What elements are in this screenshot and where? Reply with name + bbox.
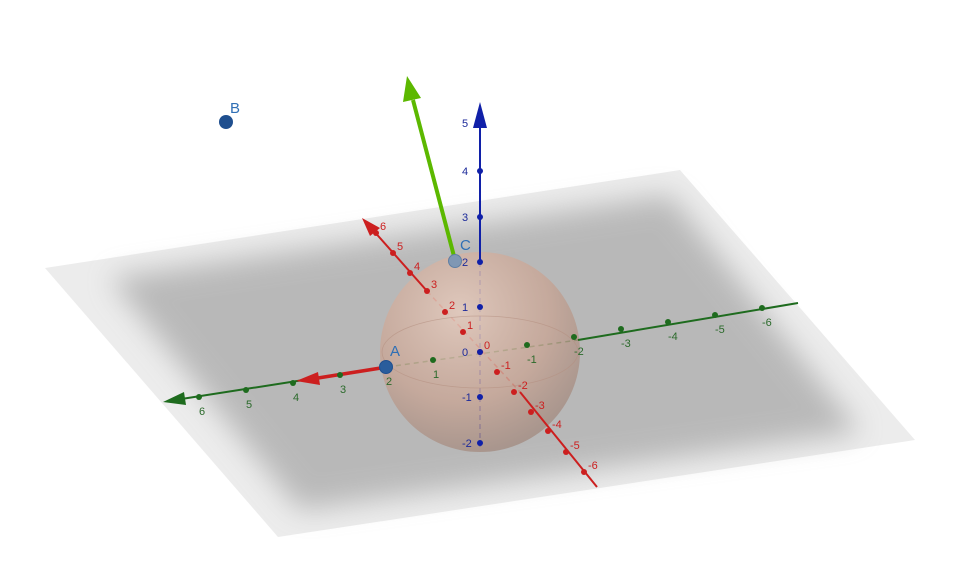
x-axis-tick-label: -5	[570, 440, 580, 452]
x-axis-tick-mark	[460, 329, 466, 335]
x-axis-tick-mark	[407, 270, 413, 276]
y-axis-tick-label: 6	[199, 406, 205, 418]
x-axis-tick-mark	[581, 469, 587, 475]
y-axis-tick-mark	[290, 380, 296, 386]
x-axis-tick-label: -2	[518, 380, 528, 392]
point-a[interactable]: A	[379, 343, 401, 374]
y-axis-tick-mark	[571, 334, 577, 340]
x-axis-tick-mark	[373, 230, 379, 236]
y-axis-tick-label: -2	[574, 346, 584, 358]
y-axis-tick-mark	[618, 326, 624, 332]
y-axis-tick-mark	[665, 319, 671, 325]
z-axis-tick-label: 1	[462, 302, 468, 314]
y-axis-tick-label: 2	[386, 376, 392, 388]
z-axis-tick-label: 0	[462, 347, 468, 359]
y-axis-tick-label: -1	[527, 354, 537, 366]
y-axis-tick-mark	[337, 372, 343, 378]
x-axis-tick-label: 3	[431, 279, 437, 291]
x-axis-tick-mark	[494, 369, 500, 375]
z-axis-tick-label: 3	[462, 212, 468, 224]
x-axis-tick-label: 6	[380, 221, 386, 233]
z-axis-arrow-icon	[473, 102, 487, 128]
point-c-label: C	[460, 237, 471, 254]
point-a-label: A	[390, 343, 400, 360]
x-axis-tick-label: -6	[588, 460, 598, 472]
y-axis-ticks: 6 5 4 3 2 1 -1 -2 -3 -4 -5 -6	[196, 305, 772, 418]
y-axis-tick-label: -4	[668, 331, 678, 343]
y-axis-tick-mark	[196, 394, 202, 400]
x-axis-tick-label: 2	[449, 300, 455, 312]
red-vector-arrow-icon	[296, 372, 320, 385]
z-axis-tick-label: 2	[462, 257, 468, 269]
point-b-label: B	[230, 100, 240, 117]
x-axis-tick-label: 1	[467, 320, 473, 332]
y-axis-tick-label: 5	[246, 399, 252, 411]
y-axis-tick-label: 1	[433, 369, 439, 381]
x-axis-tick-mark	[442, 309, 448, 315]
point-c[interactable]: C	[448, 237, 472, 268]
z-axis-tick-label: -2	[462, 438, 472, 450]
x-axis-tick-label: -3	[535, 400, 545, 412]
x-axis-tick-mark	[563, 449, 569, 455]
green-vector[interactable]	[403, 76, 457, 261]
y-axis-tick-label: -3	[621, 338, 631, 350]
green-vector-arrow-icon	[403, 76, 421, 102]
y-axis-arrow-icon	[163, 392, 186, 405]
y-axis-tick-mark	[430, 357, 436, 363]
point-b[interactable]: B	[219, 100, 240, 129]
x-axis-tick-label: 5	[397, 241, 403, 253]
y-axis-tick-mark	[524, 342, 530, 348]
red-vector-a[interactable]	[296, 365, 388, 385]
x-axis-tick-mark	[390, 250, 396, 256]
z-axis-tick-mark	[477, 168, 483, 174]
y-axis-tick-mark	[759, 305, 765, 311]
x-axis-tick-label: 0	[484, 340, 490, 352]
y-axis-tick-label: -6	[762, 317, 772, 329]
x-axis-tick-label: 4	[414, 261, 420, 273]
x-axis-tick-label: -1	[501, 360, 511, 372]
x-axis-tick-mark	[511, 389, 517, 395]
z-axis-ticks: 5 4 3 2 1 0 -1 -2	[462, 118, 483, 450]
z-axis-tick-mark	[477, 394, 483, 400]
z-axis-tick-mark	[477, 214, 483, 220]
y-axis-tick-label: -5	[715, 324, 725, 336]
z-axis-tick-mark	[477, 304, 483, 310]
z-axis-tick-label: 5	[462, 118, 468, 130]
x-axis-tick-mark	[545, 428, 551, 434]
z-axis[interactable]	[473, 102, 487, 262]
y-axis-tick-label: 4	[293, 392, 299, 404]
z-axis-tick-label: -1	[462, 392, 472, 404]
y-axis-tick-mark	[243, 387, 249, 393]
z-axis-tick-mark	[477, 120, 483, 126]
x-axis-tick-mark	[424, 288, 430, 294]
y-axis-tick-mark	[712, 312, 718, 318]
z-axis-tick-mark	[477, 349, 483, 355]
y-axis-tick-label: 3	[340, 384, 346, 396]
z-axis-tick-mark	[477, 440, 483, 446]
z-axis-tick-mark	[477, 259, 483, 265]
x-axis-tick-label: -4	[552, 419, 562, 431]
x-axis-tick-mark	[528, 409, 534, 415]
z-axis-tick-label: 4	[462, 166, 468, 178]
